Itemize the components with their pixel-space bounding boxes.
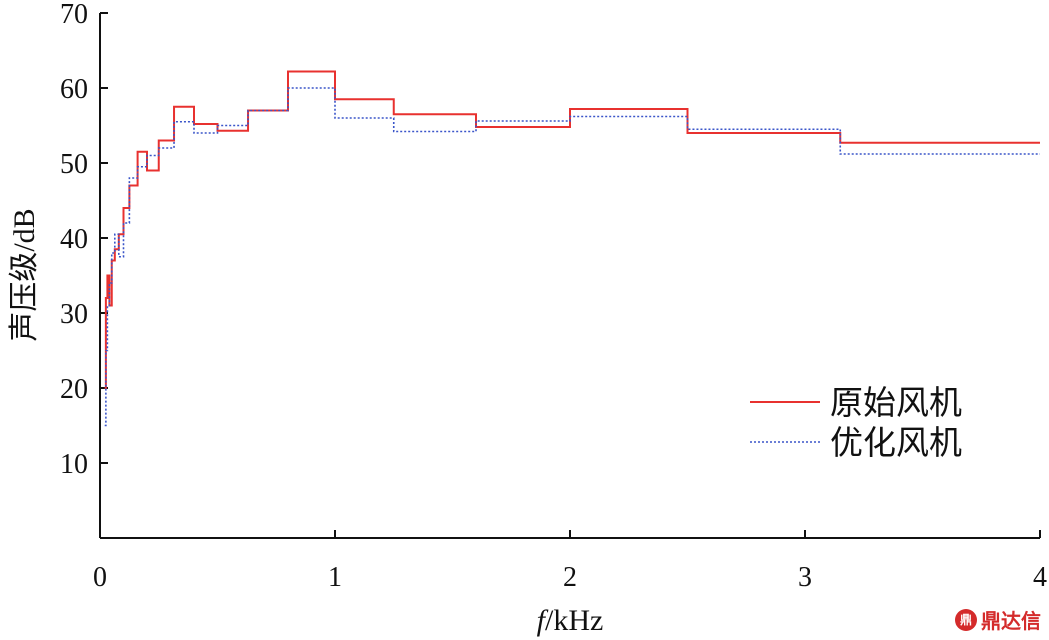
y-tick-label: 70 (60, 0, 88, 30)
y-tick-label: 20 (60, 374, 88, 405)
series-layer (104, 70, 1040, 427)
watermark-logo: 鼎 (955, 608, 977, 631)
x-tick-label: 2 (563, 562, 577, 593)
x-tick-label: 4 (1033, 562, 1047, 593)
series-line-2 (104, 87, 1040, 427)
x-axis-label-unit: /kHz (545, 604, 603, 637)
x-axis-label: f/kHz (537, 604, 604, 637)
watermark-text: 鼎达信 (981, 609, 1041, 633)
legend-label-2: 优化风机 (830, 425, 962, 462)
x-tick-label: 0 (93, 562, 107, 593)
x-tick-label: 3 (798, 562, 812, 593)
watermark: 鼎 鼎达信 (955, 605, 1041, 634)
y-axis-label: 声压级/dB (8, 208, 41, 341)
series-line-1 (104, 70, 1040, 389)
axes: 0 1 2 3 4 10 20 30 40 50 60 70 (60, 0, 1047, 593)
x-tick-label: 1 (328, 562, 342, 593)
y-tick-label: 10 (60, 449, 88, 480)
y-tick-label: 60 (60, 74, 88, 105)
y-tick-label: 30 (60, 299, 88, 330)
y-tick-label: 50 (60, 149, 88, 180)
legend-label-1: 原始风机 (830, 385, 962, 422)
y-tick-label: 40 (60, 224, 88, 255)
